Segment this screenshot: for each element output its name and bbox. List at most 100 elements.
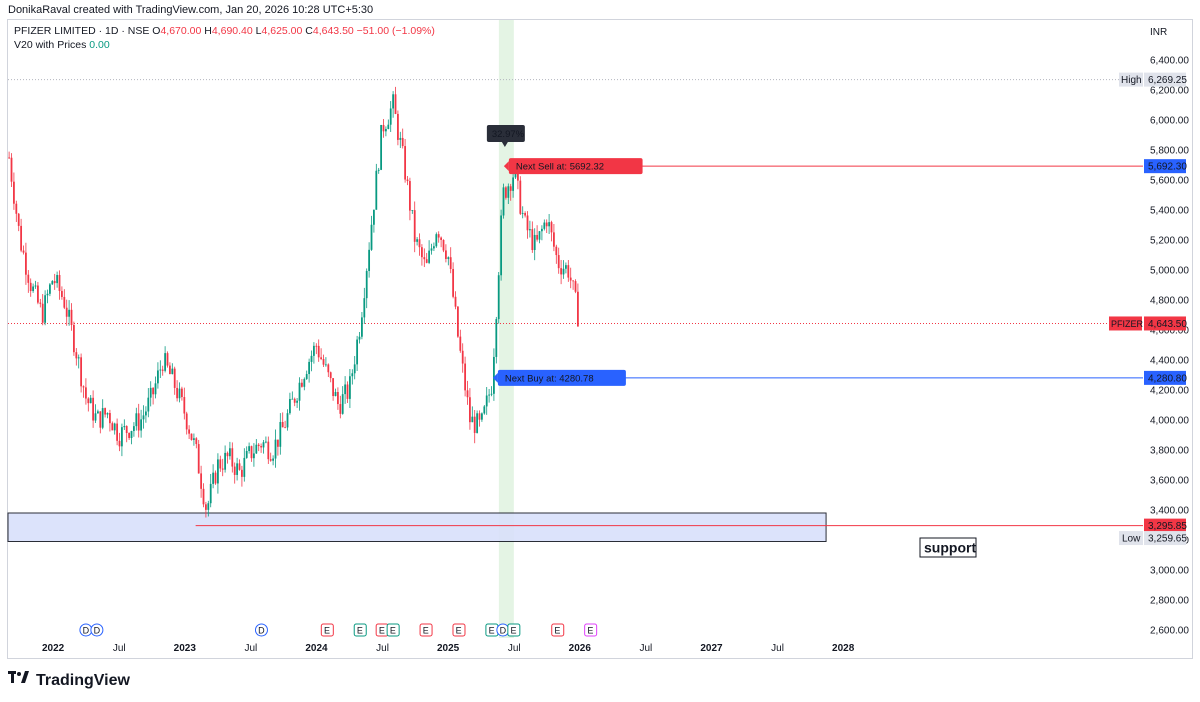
next-buy-label-bg[interactable] [497,369,626,386]
candle-body [82,386,85,388]
candle-body [250,446,253,459]
earnings-marker[interactable] [419,623,433,637]
candle-body [265,441,267,443]
candle-body [401,137,404,147]
candle-body [567,265,570,278]
candle-body [101,408,104,428]
legend-symbol[interactable]: PFIZER LIMITED · 1D · NSE [14,25,150,37]
candle-body [269,459,272,461]
time-tick-label: 2028 [832,643,855,654]
candle-body [202,488,205,505]
candle-body [329,372,332,379]
earnings-marker[interactable] [507,623,521,637]
price-tick-label: 4,800.00 [1150,296,1189,307]
candle-body [44,295,47,323]
candle-body [332,378,335,397]
time-tick-label: 2023 [174,643,197,654]
price-tick-label: 5,400.00 [1150,206,1189,217]
percent-callout-label: 32.97% [492,129,525,140]
candle-body [320,357,323,359]
candle-body [32,286,35,292]
candle-body [461,350,464,364]
brand-name: TradingView [36,671,130,689]
price-axis[interactable]: INR2,600.002,800.003,000.003,200.003,400… [1109,27,1189,637]
earnings-marker[interactable] [386,623,400,637]
earnings-marker[interactable] [551,623,565,637]
candle-body [245,451,248,458]
candle-body [346,384,349,399]
event-marker-label: E [379,626,385,636]
price-tick-label: 3,600.00 [1150,476,1189,487]
time-tick-label: Jul [376,643,389,654]
candle-body [507,186,510,198]
candle-body [385,128,387,132]
currency-label: INR [1150,27,1167,38]
price-tick-label: 3,800.00 [1150,446,1189,457]
candle-body [430,248,433,251]
candle-body [557,255,560,269]
earnings-marker[interactable] [320,623,334,637]
price-tick-label: 6,400.00 [1150,56,1189,67]
candle-body [92,397,95,421]
support-zone[interactable] [7,512,827,542]
candle-body [565,265,567,269]
time-tick-label: 2026 [569,643,592,654]
candle-body [406,179,409,182]
signal-highlight-band [498,20,514,638]
dividend-marker[interactable] [254,623,268,637]
next-buy-label-arrow [492,372,498,383]
candle-body [529,229,531,231]
candle-body [562,268,565,275]
price-tick-label: 4,600.00 [1150,326,1189,337]
candle-body [574,281,577,292]
candle-body [433,246,435,249]
candle-body [500,215,503,276]
candle-body [281,422,284,428]
candle-body [488,394,491,396]
buy-axis-tag-bg [1144,370,1186,385]
legend-ohlc-row: PFIZER LIMITED · 1D · NSE O4,670.00 H4,6… [14,24,435,38]
legend-indicator-name[interactable]: V20 with Prices [14,39,87,51]
next-sell-label-bg[interactable] [508,158,643,175]
earnings-marker[interactable] [353,623,367,637]
candle-body [517,171,519,181]
candle-body [380,124,383,170]
dividend-marker[interactable] [90,623,104,637]
candle-body [262,442,265,448]
candle-body [70,309,73,325]
candle-body [445,250,447,259]
candle-body [253,453,255,459]
candle-body [195,438,198,445]
candle-body [238,463,241,470]
candle-body [473,416,476,433]
candle-body [231,448,234,467]
candle-body [334,392,337,397]
candle-body [257,444,260,447]
earnings-marker[interactable] [452,623,466,637]
tradingview-brand[interactable]: TradingView [8,671,130,690]
candle-body [34,285,37,287]
next-sell-label-arrow [503,161,509,172]
price-tick-label: 5,000.00 [1150,266,1189,277]
candle-body [109,413,111,424]
candle-body [248,446,251,452]
candle-body [298,382,301,401]
candle-body [130,431,133,438]
candle-body [226,452,229,457]
candle-body [394,94,397,114]
price-tick-label: 3,400.00 [1150,506,1189,517]
candle-body [387,124,390,129]
candle-body [545,222,548,227]
earnings-marker[interactable] [584,623,598,637]
support-label-box[interactable] [919,537,977,558]
candle-body [315,345,318,347]
candle-body [243,457,246,477]
candle-body [404,146,407,180]
candle-body [337,392,339,405]
candle-body [481,413,483,420]
time-axis[interactable]: 2022 Jul 2023 Jul 2024 Jul 2025 Jul 2026 Jul 2027 J… [42,643,855,654]
candle-body [157,370,159,384]
price-tick-label: 5,200.00 [1150,236,1189,247]
